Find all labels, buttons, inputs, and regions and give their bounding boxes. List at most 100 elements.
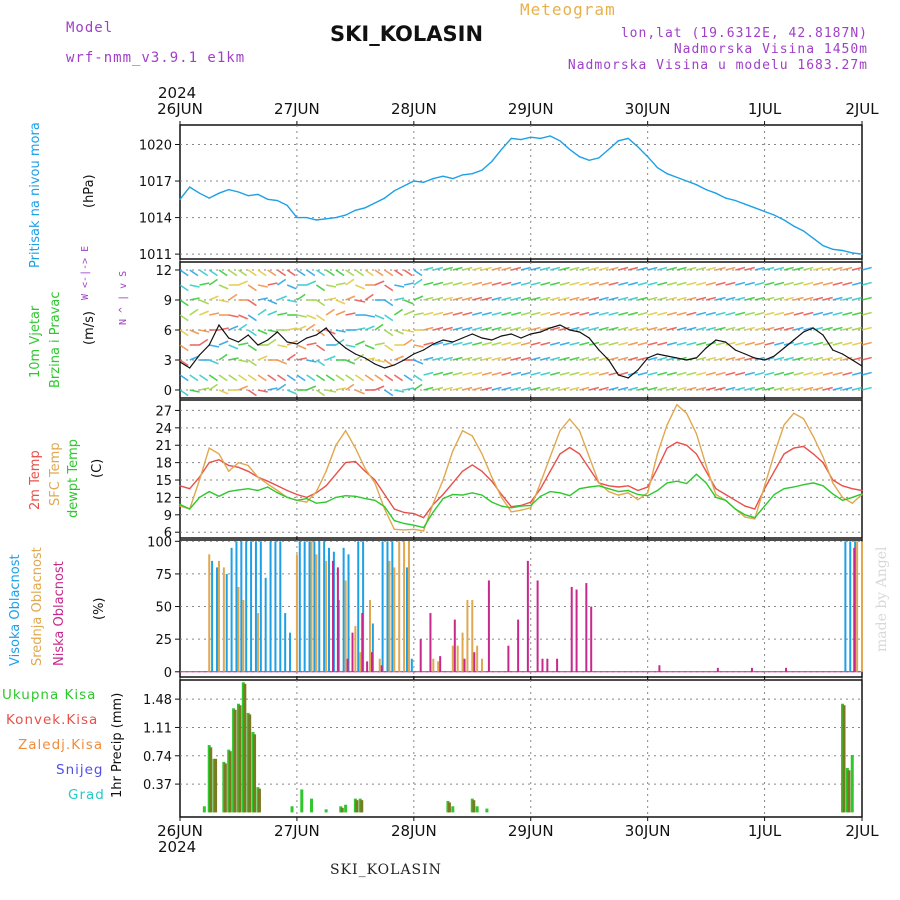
temperature-point bbox=[676, 441, 678, 443]
wind-point bbox=[725, 341, 727, 343]
temperature-point bbox=[647, 492, 649, 494]
temperature-point bbox=[754, 508, 756, 510]
cloud-bar-high bbox=[323, 541, 326, 672]
pressure-frame bbox=[179, 124, 863, 260]
wind-barb bbox=[199, 299, 210, 305]
wind-barb bbox=[715, 386, 726, 391]
wind-barb bbox=[637, 266, 648, 271]
temperature-point bbox=[617, 494, 620, 496]
precip-bar-conv bbox=[847, 770, 851, 813]
temperature-point bbox=[812, 453, 814, 455]
temperature-point bbox=[763, 485, 766, 487]
wind-point bbox=[783, 347, 785, 349]
wind-barb bbox=[520, 281, 531, 286]
wind-barb bbox=[267, 329, 278, 333]
wind-barb bbox=[832, 341, 843, 346]
temperature-point bbox=[627, 489, 629, 492]
temperature-point bbox=[686, 412, 688, 414]
cloud-bar-high bbox=[410, 658, 413, 672]
wind-barb bbox=[589, 386, 600, 391]
wind-barb bbox=[433, 326, 444, 331]
wind-barb bbox=[306, 314, 317, 320]
pressure-point bbox=[578, 156, 581, 158]
wind-barb bbox=[462, 281, 473, 286]
wind-barb bbox=[744, 341, 755, 346]
wind-point bbox=[578, 331, 581, 333]
cloud-bar-mid bbox=[481, 658, 484, 672]
wind-point bbox=[647, 357, 649, 359]
temperature-point bbox=[384, 493, 386, 496]
pressure-point bbox=[218, 192, 220, 194]
cloud-bar-high bbox=[347, 554, 350, 672]
precip-bar-conv bbox=[257, 788, 261, 813]
wind-barb bbox=[374, 280, 385, 286]
cloud-bar-mid bbox=[315, 554, 318, 672]
pressure-point bbox=[725, 197, 727, 199]
cloud-bar-mid bbox=[393, 567, 396, 672]
wind-barb bbox=[267, 374, 277, 382]
wind-barb bbox=[384, 359, 394, 367]
wind-point bbox=[686, 359, 688, 361]
cloud-bar-low bbox=[541, 658, 544, 672]
wind-barb bbox=[764, 341, 775, 346]
wind-barb bbox=[803, 266, 814, 271]
wind-barb bbox=[589, 326, 600, 331]
wind-barb bbox=[832, 296, 843, 301]
wind-barb bbox=[764, 281, 775, 286]
temperature-point bbox=[725, 493, 727, 496]
wind-barb bbox=[813, 371, 824, 376]
wind-point bbox=[393, 364, 395, 366]
wind-barb bbox=[735, 311, 746, 316]
wind-barb bbox=[276, 374, 287, 382]
wind-barb bbox=[423, 356, 434, 361]
wind-barb bbox=[462, 371, 473, 376]
cloud-bar-high bbox=[298, 541, 301, 672]
wind-barb bbox=[267, 310, 278, 316]
wind-barb bbox=[627, 266, 639, 271]
wind-barb bbox=[423, 266, 434, 271]
precip-ytick-label: 0.37 bbox=[143, 778, 172, 793]
wind-barb bbox=[861, 386, 872, 391]
wind-barb bbox=[355, 340, 365, 346]
wind-point bbox=[617, 374, 620, 376]
wind-barb bbox=[315, 344, 326, 352]
wind-barb bbox=[744, 266, 755, 271]
temperature-point bbox=[471, 464, 473, 466]
wind-barb bbox=[481, 296, 492, 301]
wind-barb bbox=[306, 374, 316, 382]
wind-barb bbox=[852, 326, 863, 331]
pressure-point bbox=[179, 198, 181, 200]
wind-barb bbox=[793, 311, 804, 316]
wind-barb bbox=[676, 326, 687, 331]
cloud-bar-high bbox=[245, 541, 248, 672]
wind-barb bbox=[774, 356, 785, 361]
precip-bar-total bbox=[202, 806, 206, 813]
wind-barb bbox=[277, 359, 287, 365]
cloud-bar-low bbox=[370, 652, 373, 672]
wind-barb bbox=[403, 338, 413, 346]
wind-barb bbox=[257, 329, 268, 335]
wind-barb bbox=[238, 323, 248, 331]
wind-barb bbox=[257, 389, 268, 393]
cloud-bar-high bbox=[284, 613, 287, 672]
pressure-point bbox=[471, 173, 473, 175]
wind-barb bbox=[647, 386, 658, 391]
wind-barb bbox=[374, 314, 385, 320]
cloud-bar-high bbox=[211, 560, 214, 672]
wind-barb bbox=[306, 280, 317, 286]
wind-barb bbox=[647, 356, 658, 361]
temperature-point bbox=[734, 499, 736, 501]
wind-barb bbox=[550, 371, 561, 376]
temperature-point bbox=[510, 511, 512, 513]
temperature-point bbox=[578, 430, 581, 432]
cloud-bar-high bbox=[303, 541, 306, 672]
wind-barb bbox=[793, 266, 804, 271]
pressure-point bbox=[569, 148, 571, 150]
cloud-bar-mid bbox=[359, 652, 362, 672]
wind-barb bbox=[374, 359, 385, 363]
precip-ytick-label: 1.48 bbox=[143, 693, 172, 708]
cloud-bar-mid bbox=[471, 600, 474, 672]
wind-barb bbox=[550, 341, 561, 346]
cloud-ytick-label: 100 bbox=[147, 535, 172, 550]
cloud-bar-low bbox=[361, 613, 364, 672]
